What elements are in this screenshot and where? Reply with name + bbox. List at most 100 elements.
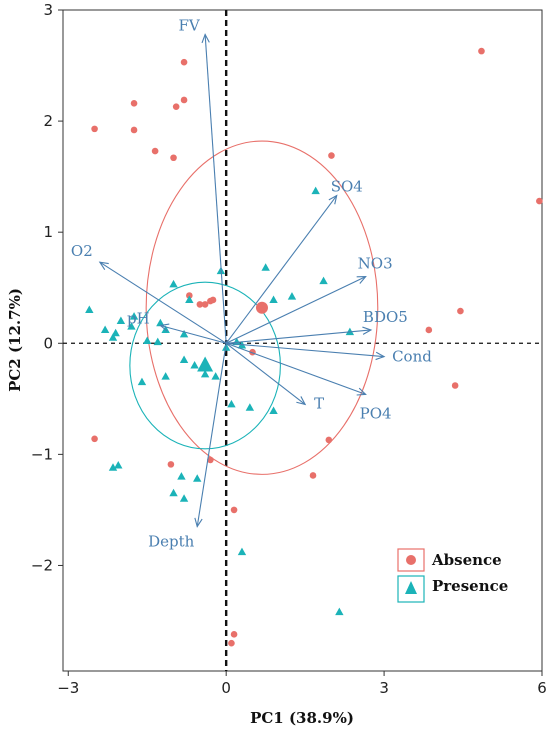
presence-point [137, 377, 147, 386]
loading-depth-arrowhead [194, 517, 203, 528]
loading-so4-label: SO4 [331, 178, 363, 196]
loading-o2-label: O2 [71, 242, 93, 260]
presence-point [153, 337, 162, 346]
absence-point [172, 103, 180, 110]
presence-point [108, 463, 118, 471]
loading-t-label: T [314, 394, 324, 412]
presence-point [193, 474, 202, 482]
presence-point [114, 460, 123, 469]
x-tick-label: 6 [537, 679, 547, 697]
ellipse-presence [129, 281, 281, 450]
legend-absence-label: Absence [431, 551, 502, 569]
absence-point [167, 461, 175, 468]
loading-fv-label: FV [178, 16, 200, 34]
legend-presence-swatch [397, 575, 425, 603]
presence-point [311, 186, 320, 195]
absence-point [91, 435, 98, 443]
presence-point [261, 263, 270, 271]
loading-o2-arrow [99, 261, 227, 344]
presence-point [85, 305, 94, 313]
legend: Absence Presence [397, 548, 508, 603]
loading-bdo5-label: BDO5 [363, 308, 408, 326]
loading-bdo5-arrow [226, 329, 371, 344]
absence-point [230, 631, 238, 638]
absence-point [457, 307, 464, 315]
presence-point [179, 494, 189, 502]
presence-centroid [197, 356, 214, 372]
plot-frame [62, 9, 543, 672]
x-tick-label: −3 [57, 679, 79, 697]
loading-cond-label: Cond [392, 348, 432, 366]
loading-fv-arrow [204, 34, 227, 344]
presence-point [211, 372, 220, 380]
absence-point [309, 472, 317, 479]
presence-point [245, 403, 255, 411]
absence-point [91, 125, 98, 133]
legend-absence-marker [406, 555, 416, 565]
loading-cond-arrow [226, 342, 385, 358]
presence-point [116, 316, 126, 325]
presence-point [129, 312, 139, 320]
absence-point [478, 47, 485, 55]
loading-depth-label: Depth [148, 533, 195, 551]
presence-point [232, 337, 241, 346]
absence-point [151, 147, 159, 155]
absence-point [536, 197, 543, 205]
absence-point [201, 301, 209, 308]
absence-point [130, 126, 138, 134]
loading-po4-label: PO4 [360, 404, 392, 422]
confidence-ellipses [129, 140, 379, 475]
y-tick-label: −2 [31, 556, 53, 574]
reference-lines [63, 10, 542, 671]
loading-no3-arrowhead [356, 276, 367, 284]
presence-point [127, 322, 136, 330]
ellipse-absence [145, 140, 379, 475]
loading-ph-arrow [160, 324, 227, 344]
loading-po4-arrow [225, 342, 366, 395]
presence-point [179, 329, 189, 338]
presence-point [335, 607, 344, 616]
absence-point [209, 296, 217, 304]
loading-so4-arrowhead [328, 194, 338, 205]
absence-point [328, 152, 335, 159]
absence-point [180, 58, 188, 66]
absence-point [130, 100, 138, 107]
y-tick-label: 2 [43, 112, 53, 130]
y-tick-label: 1 [43, 223, 53, 241]
presence-point [161, 372, 170, 380]
loading-ph-label: pH [127, 310, 150, 328]
legend-absence-swatch [397, 548, 425, 572]
presence-point [156, 318, 165, 327]
presence-point [269, 406, 278, 415]
x-tick-label: 0 [221, 679, 231, 697]
loading-depth-arrow [196, 343, 227, 527]
absence-point [180, 96, 188, 104]
y-tick-label: −1 [31, 445, 53, 463]
loading-t-arrow [225, 342, 306, 405]
presence-point [179, 355, 189, 363]
presence-point [177, 472, 186, 480]
presence-point [221, 343, 231, 351]
presence-point [108, 333, 118, 341]
presence-point [143, 336, 152, 345]
absence-centroid [255, 301, 268, 314]
loading-po4-arrowhead [356, 387, 367, 396]
absence-point [325, 436, 333, 444]
y-tick-label: 3 [43, 1, 53, 19]
loading-no3-label: NO3 [358, 255, 393, 273]
loading-so4-arrow [225, 195, 338, 344]
absence-point [196, 301, 204, 308]
presence-point [169, 488, 178, 497]
absence-point [228, 639, 235, 647]
legend-presence-label: Presence [432, 577, 508, 595]
presence-point [185, 295, 194, 303]
presence-point [200, 369, 210, 378]
absence-point [207, 456, 214, 464]
y-axis-title: PC2 (12.7%) [6, 288, 24, 392]
y-tick-label: 0 [43, 334, 53, 352]
presence-point [237, 547, 247, 556]
loading-no3-arrow [225, 276, 366, 344]
absence-point [425, 326, 433, 334]
x-axis-title: PC1 (38.9%) [250, 709, 354, 727]
